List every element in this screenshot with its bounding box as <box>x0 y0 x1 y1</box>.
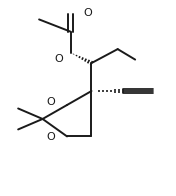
Text: O: O <box>55 54 64 64</box>
Text: O: O <box>46 132 55 142</box>
Text: O: O <box>46 97 55 107</box>
Text: O: O <box>84 8 92 18</box>
